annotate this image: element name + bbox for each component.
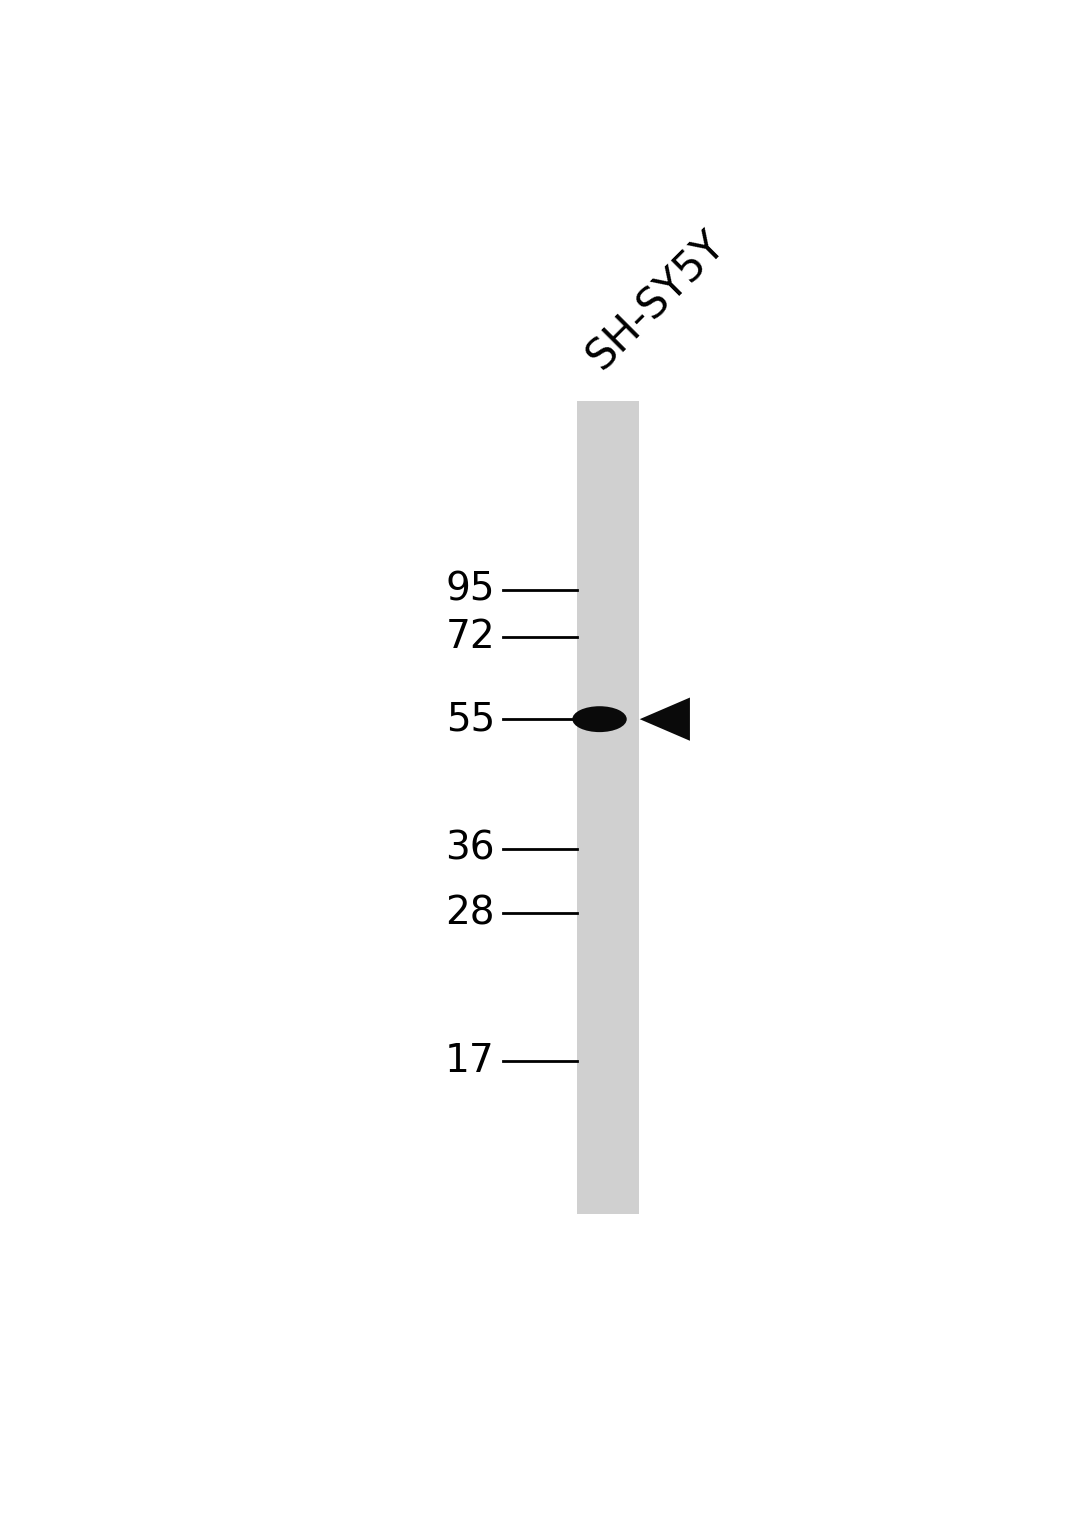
Text: 28: 28 [445, 894, 495, 933]
Text: 36: 36 [445, 830, 495, 867]
Text: 95: 95 [445, 570, 495, 609]
Text: 72: 72 [445, 618, 495, 656]
Text: 17: 17 [445, 1041, 495, 1079]
Text: SH-SY5Y: SH-SY5Y [578, 223, 733, 378]
Ellipse shape [572, 706, 626, 732]
Bar [577, 401, 639, 1214]
Polygon shape [639, 697, 690, 740]
Text: 55: 55 [446, 700, 495, 739]
